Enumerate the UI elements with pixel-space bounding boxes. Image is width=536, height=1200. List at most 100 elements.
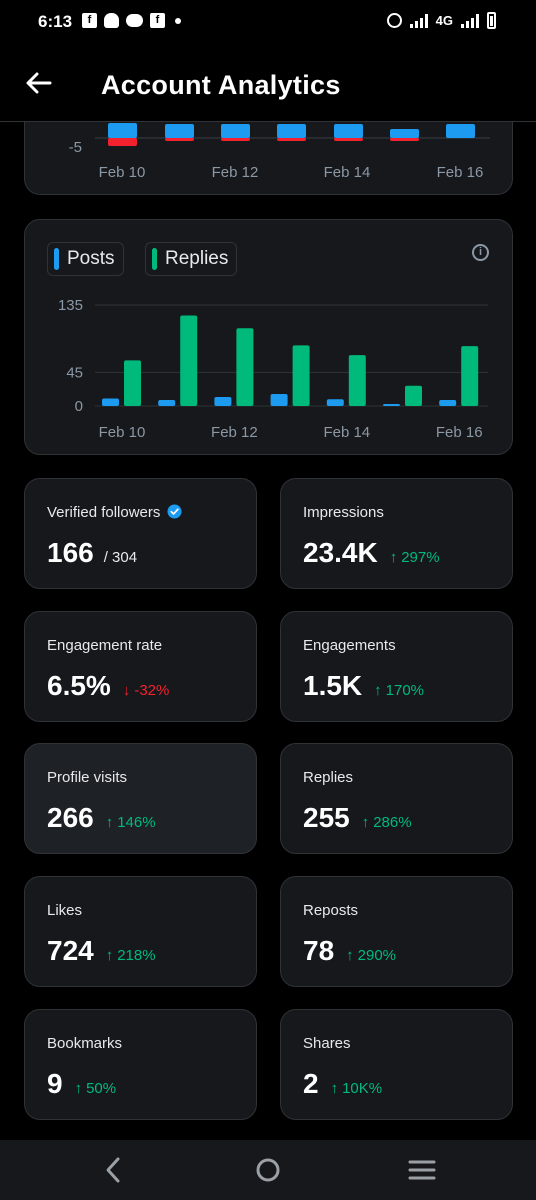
metric-label-text: Reposts bbox=[303, 902, 359, 920]
metric-value-row: 6.5% ↓ -32% bbox=[47, 670, 169, 702]
posts-bar[interactable] bbox=[221, 124, 250, 138]
posts-bar[interactable] bbox=[439, 400, 457, 406]
x-tick-label: Feb 14 bbox=[323, 424, 370, 441]
metric-change-value: 297% bbox=[401, 549, 440, 566]
metric-change: ↑ 50% bbox=[75, 1080, 117, 1097]
metric-change: ↑ 10K% bbox=[331, 1080, 383, 1097]
legend-replies[interactable]: Replies bbox=[145, 242, 238, 276]
posts-bar[interactable] bbox=[102, 398, 119, 406]
replies-bar[interactable] bbox=[292, 345, 310, 406]
metric-value: 23.4K bbox=[303, 537, 378, 568]
negative-bar[interactable] bbox=[108, 138, 137, 146]
status-time: 6:13 bbox=[38, 12, 73, 31]
metric-value: 6.5% bbox=[47, 669, 111, 701]
back-nav-icon[interactable] bbox=[98, 1154, 130, 1186]
metric-card-reposts[interactable]: Reposts 78 ↑ 290% bbox=[280, 876, 513, 988]
metric-label-text: Shares bbox=[303, 1034, 351, 1052]
posts-bar[interactable] bbox=[270, 394, 288, 406]
posts-bar[interactable] bbox=[165, 124, 194, 138]
replies-bar[interactable] bbox=[461, 346, 479, 406]
replies-bar[interactable] bbox=[405, 385, 422, 406]
x-tick-label: Feb 10 bbox=[99, 164, 146, 181]
metric-label-text: Impressions bbox=[303, 504, 384, 521]
metric-value-row: 255 ↑ 286% bbox=[303, 802, 412, 834]
metric-label: Bookmarks bbox=[47, 1035, 122, 1052]
metric-card-engagement-rate[interactable]: Engagement rate 6.5% ↓ -32% bbox=[24, 610, 257, 722]
status-bar: 6:13 f f 4G bbox=[0, 0, 536, 44]
metric-label: Reposts bbox=[303, 902, 358, 919]
arrow-up-icon: ↑ bbox=[374, 681, 382, 699]
metric-card-verified-followers[interactable]: Verified followers 166 / 304 bbox=[24, 478, 257, 589]
metric-change-value: 170% bbox=[385, 681, 425, 699]
posts-bar[interactable] bbox=[108, 123, 137, 138]
negative-bar[interactable] bbox=[165, 138, 194, 141]
posts-bar[interactable] bbox=[383, 404, 400, 406]
metric-card-likes[interactable]: Likes 724 ↑ 218% bbox=[24, 876, 257, 988]
y-tick-label: 45 bbox=[66, 364, 83, 381]
battery-icon bbox=[487, 12, 496, 29]
negative-bar[interactable] bbox=[334, 138, 363, 141]
metric-label-text: Profile visits bbox=[47, 769, 128, 787]
posts-bar[interactable] bbox=[446, 124, 475, 138]
metric-card-profile-visits[interactable]: Profile visits 266 ↑ 146% bbox=[24, 743, 257, 855]
metric-label-text: Engagements bbox=[303, 636, 396, 654]
posts-bar[interactable] bbox=[334, 124, 363, 138]
posts-bar[interactable] bbox=[390, 129, 419, 138]
metric-change-value: 290% bbox=[357, 947, 397, 965]
back-arrow-icon[interactable] bbox=[24, 68, 54, 98]
metric-label: Shares bbox=[303, 1035, 351, 1052]
metric-value-row: 1.5K ↑ 170% bbox=[303, 670, 424, 702]
metric-card-impressions[interactable]: Impressions 23.4K ↑ 297% bbox=[280, 478, 513, 589]
metric-label: Engagements bbox=[303, 637, 396, 654]
metric-card-replies[interactable]: Replies 255 ↑ 286% bbox=[280, 743, 513, 855]
recents-nav-icon[interactable] bbox=[406, 1154, 438, 1186]
top-chart-svg: -5 Feb 10 Feb 12 Feb 14 Feb 16 bbox=[69, 123, 490, 181]
negative-bar[interactable] bbox=[221, 138, 250, 141]
arrow-up-icon: ↑ bbox=[389, 549, 398, 566]
arrow-up-icon: ↑ bbox=[105, 814, 114, 832]
bar-chart-svg: 0 45 135 Feb 10 Feb 12 Feb 14 Feb 16 bbox=[58, 297, 488, 441]
system-icons: 4G bbox=[386, 12, 496, 29]
replies-bar[interactable] bbox=[124, 360, 141, 406]
metric-label: Replies bbox=[303, 769, 353, 786]
metric-value: 9 bbox=[47, 1067, 63, 1099]
negative-bar[interactable] bbox=[390, 138, 419, 141]
metric-value: 2 bbox=[303, 1067, 319, 1099]
x-tick-label: Feb 12 bbox=[212, 164, 259, 181]
x-tick-label: Feb 16 bbox=[436, 424, 483, 441]
y-tick-label: -5 bbox=[69, 139, 82, 156]
metric-value-row: 724 ↑ 218% bbox=[47, 935, 156, 967]
posts-bar[interactable] bbox=[326, 399, 344, 406]
metric-value-row: 166 / 304 bbox=[47, 537, 137, 569]
metric-value-row: 78 ↑ 290% bbox=[303, 935, 396, 967]
replies-bar[interactable] bbox=[348, 355, 366, 406]
metric-card-shares[interactable]: Shares 2 ↑ 10K% bbox=[280, 1008, 513, 1120]
posts-bar[interactable] bbox=[214, 397, 232, 406]
arrow-up-icon: ↑ bbox=[74, 1079, 83, 1097]
home-nav-icon[interactable] bbox=[252, 1154, 284, 1186]
metric-total: / 304 bbox=[103, 549, 138, 566]
metric-card-engagements[interactable]: Engagements 1.5K ↑ 170% bbox=[280, 610, 513, 722]
dot-icon bbox=[175, 17, 181, 24]
facebook-icon: f bbox=[150, 13, 165, 28]
metric-value: 78 bbox=[303, 935, 335, 967]
arrow-down-icon: ↓ bbox=[122, 681, 131, 699]
metric-label: Engagement rate bbox=[47, 637, 162, 654]
replies-bar[interactable] bbox=[180, 315, 198, 406]
metric-value: 166 bbox=[47, 537, 94, 568]
metric-change-value: 10K% bbox=[342, 1079, 383, 1097]
legend-posts[interactable]: Posts bbox=[47, 242, 124, 276]
alarm-icon bbox=[386, 13, 402, 28]
negative-bar[interactable] bbox=[277, 138, 306, 141]
posts-bar[interactable] bbox=[158, 400, 176, 406]
info-icon[interactable]: i bbox=[472, 244, 489, 261]
arrow-up-icon: ↑ bbox=[361, 814, 370, 832]
replies-bar[interactable] bbox=[236, 328, 254, 406]
metric-label-text: Replies bbox=[303, 769, 354, 787]
network-type: 4G bbox=[435, 13, 453, 28]
posts-swatch bbox=[54, 248, 59, 270]
metric-card-bookmarks[interactable]: Bookmarks 9 ↑ 50% bbox=[24, 1008, 257, 1120]
metric-value: 255 bbox=[303, 802, 350, 834]
metric-label: Verified followers bbox=[47, 504, 182, 521]
posts-bar[interactable] bbox=[277, 124, 306, 138]
